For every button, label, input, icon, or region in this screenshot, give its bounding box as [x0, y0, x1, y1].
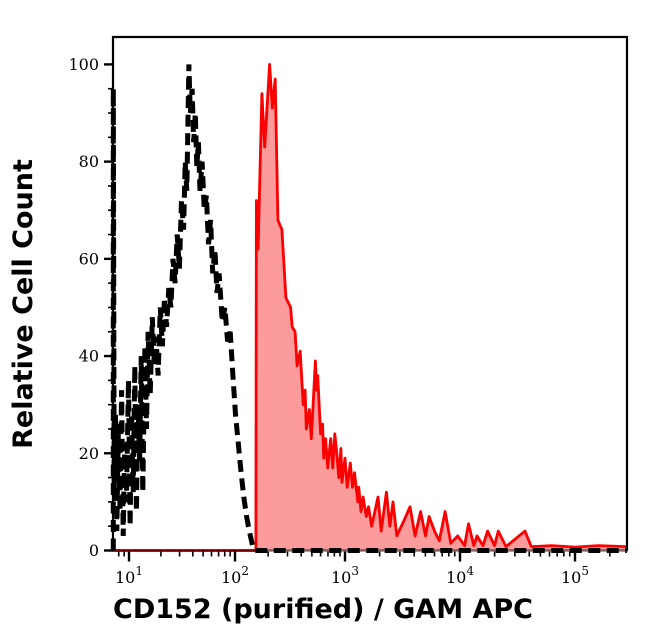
control-histogram-line	[110, 64, 627, 553]
y-tick-label: 100	[68, 55, 99, 74]
y-tick-label: 20	[79, 444, 99, 463]
y-tick-label: 80	[79, 152, 99, 171]
y-tick-label: 60	[79, 249, 99, 268]
plot-border	[111, 35, 629, 551]
plot-area	[113, 37, 627, 551]
y-tick-label: 40	[79, 347, 99, 366]
y-axis-title: Relative Cell Count	[8, 159, 39, 449]
x-tick-label: 102	[221, 564, 249, 587]
x-tick-label: 104	[446, 564, 474, 587]
x-tick-label: 105	[561, 564, 589, 587]
y-tick-label: 0	[89, 541, 99, 560]
x-axis-title: CD152 (purified) / GAM APC	[113, 594, 533, 625]
stained-histogram-line	[113, 63, 628, 552]
x-tick-label: 101	[115, 564, 143, 587]
x-tick-label: 103	[331, 564, 359, 587]
